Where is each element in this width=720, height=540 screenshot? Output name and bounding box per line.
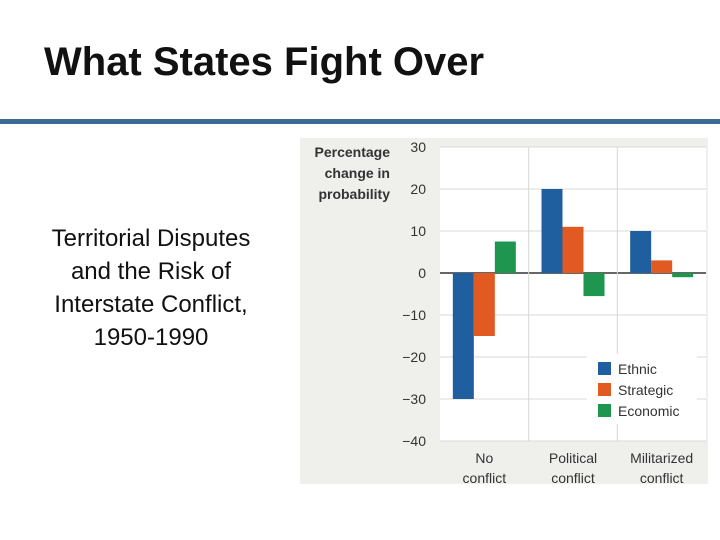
y-tick-label: −40 (402, 433, 426, 449)
y-axis-label-line: probability (318, 186, 390, 202)
y-tick-label: −30 (402, 391, 426, 407)
y-axis-label-line: change in (325, 165, 390, 181)
bar-chart: Percentage change in probability 30 20 10 0… (300, 138, 708, 484)
y-tick-label: 10 (410, 223, 426, 239)
legend-label: Ethnic (618, 361, 657, 377)
bar-economic (583, 273, 605, 297)
x-category-label: Militarized (630, 450, 693, 466)
y-tick-label: −20 (402, 349, 426, 365)
bar-ethnic (541, 189, 563, 273)
bar-ethnic (452, 273, 474, 399)
plot-area: 30 20 10 0 −10 −20 −30 −40 No conflict Political co… (402, 139, 706, 484)
slide-title: What States Fight Over (44, 40, 485, 84)
y-tick-label: 20 (410, 181, 426, 197)
bar-ethnic (630, 231, 652, 273)
y-axis-label: Percentage change in probability (315, 144, 391, 202)
legend-label: Economic (618, 403, 679, 419)
bar-economic (494, 241, 516, 273)
legend: Ethnic Strategic Economic (587, 354, 697, 424)
caption-line: Territorial Disputes (51, 225, 251, 252)
y-tick-label: 0 (418, 265, 426, 281)
bar-economic (672, 273, 694, 278)
caption-line: and the Risk of (70, 258, 232, 285)
legend-swatch (598, 404, 611, 417)
bar-strategic (473, 273, 495, 336)
x-category-label: conflict (463, 470, 507, 484)
legend-label: Strategic (618, 382, 673, 398)
bar-strategic (651, 260, 673, 273)
bar-strategic (562, 226, 584, 273)
y-axis-label-line: Percentage (315, 144, 391, 160)
chart-caption: Territorial Disputes and the Risk of Int… (16, 222, 286, 354)
legend-swatch (598, 362, 611, 375)
legend-swatch (598, 383, 611, 396)
caption-line: 1950-1990 (93, 324, 209, 351)
y-tick-label: −10 (402, 307, 426, 323)
title-rule (0, 119, 720, 124)
x-category-label: conflict (640, 470, 684, 484)
x-category-label: Political (549, 450, 597, 466)
y-tick-label: 30 (410, 139, 426, 155)
x-category-label: No (475, 450, 493, 466)
x-category-label: conflict (551, 470, 595, 484)
caption-line: Interstate Conflict, (54, 291, 248, 318)
